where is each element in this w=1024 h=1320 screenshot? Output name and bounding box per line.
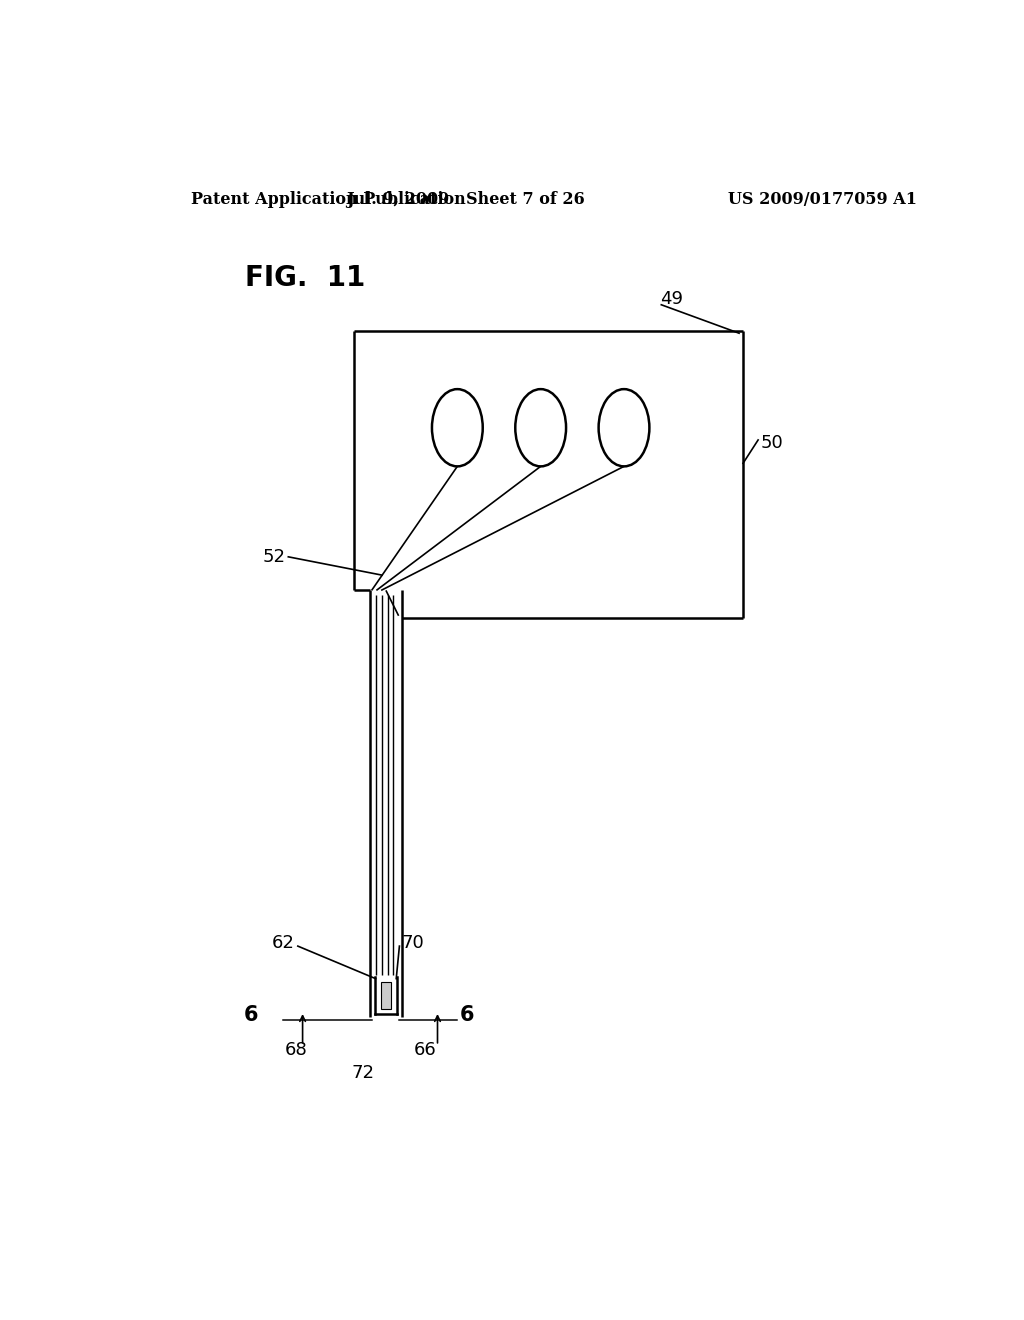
Text: 70: 70 — [401, 935, 425, 952]
Text: 68: 68 — [285, 1040, 307, 1059]
Text: US 2009/0177059 A1: US 2009/0177059 A1 — [728, 191, 916, 209]
Text: 66: 66 — [415, 1040, 437, 1059]
Text: FIG.  11: FIG. 11 — [246, 264, 366, 292]
Text: 62: 62 — [271, 935, 295, 952]
Text: 6: 6 — [244, 1006, 258, 1026]
Text: Jul. 9, 2009   Sheet 7 of 26: Jul. 9, 2009 Sheet 7 of 26 — [346, 191, 585, 209]
Text: Patent Application Publication: Patent Application Publication — [191, 191, 466, 209]
Text: 50: 50 — [761, 434, 783, 451]
Text: 52: 52 — [262, 548, 285, 566]
Text: 72: 72 — [351, 1064, 375, 1082]
Text: 49: 49 — [659, 289, 683, 308]
Text: 6: 6 — [460, 1006, 474, 1026]
Bar — [381, 982, 391, 1008]
